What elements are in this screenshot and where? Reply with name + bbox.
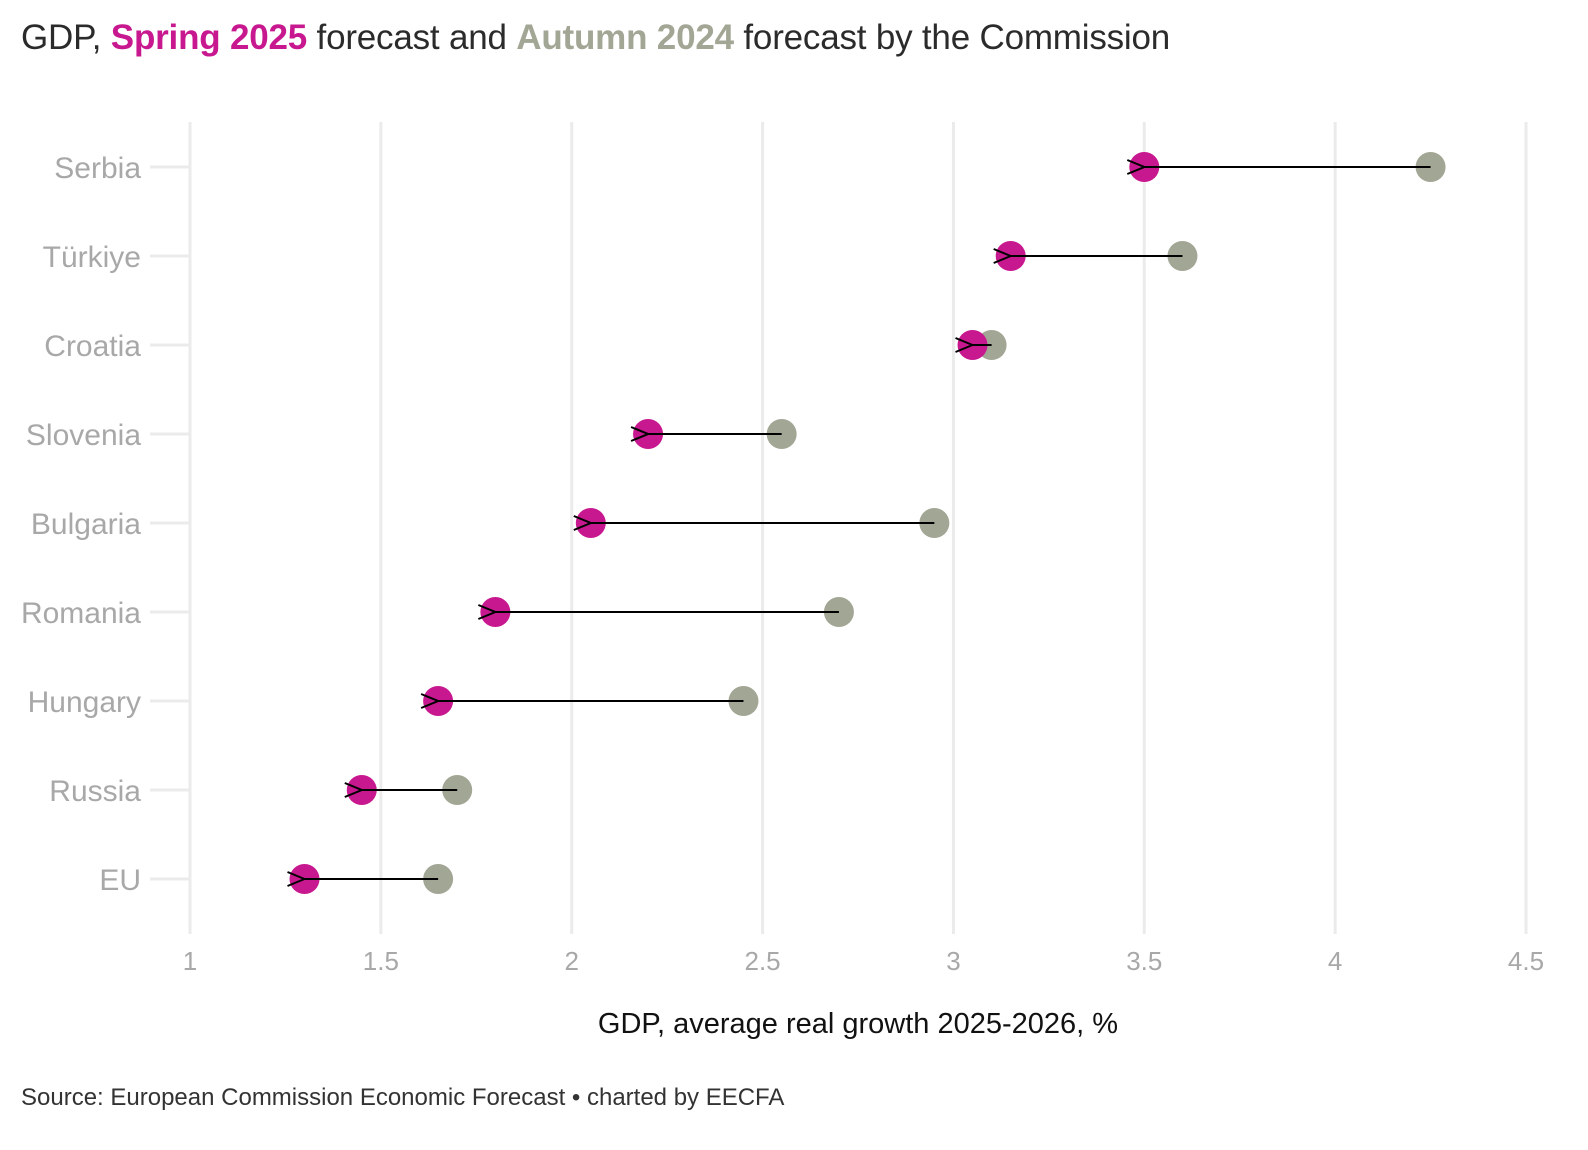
- x-tick-labels: 1 1.5 2 2.5 3 3.5 4 4.5: [183, 946, 1544, 976]
- x-tick-label: 4: [1328, 946, 1342, 976]
- x-tick-label: 2: [564, 946, 578, 976]
- x-tick-label: 3.5: [1126, 946, 1162, 976]
- chart-title: GDP, Spring 2025 forecast and Autumn 202…: [21, 18, 1170, 58]
- category-label: Türkiye: [43, 241, 141, 274]
- source-note: Source: European Commission Economic For…: [21, 1084, 785, 1111]
- category-label: Hungary: [28, 686, 141, 719]
- title-middle: forecast and: [307, 18, 517, 57]
- category-label: Croatia: [44, 330, 141, 363]
- category-labels: Serbia Türkiye Croatia Slovenia Bulgaria Roma…: [21, 152, 141, 897]
- x-tick-label: 2.5: [744, 946, 780, 976]
- x-tick-label: 4.5: [1508, 946, 1544, 976]
- category-label: Bulgaria: [31, 508, 141, 541]
- title-prefix: GDP,: [21, 18, 111, 57]
- title-series-spring: Spring 2025: [110, 18, 308, 57]
- data-marks: [290, 152, 1446, 894]
- category-label: EU: [99, 864, 141, 897]
- title-suffix: forecast by the Commission: [733, 18, 1171, 57]
- category-label: Russia: [49, 775, 141, 808]
- x-axis-title: GDP, average real growth 2025-2026, %: [598, 1008, 1118, 1040]
- x-tick-label: 1.5: [363, 946, 399, 976]
- category-label: Romania: [21, 597, 141, 630]
- title-series-autumn: Autumn 2024: [516, 18, 734, 57]
- x-tick-label: 1: [183, 946, 197, 976]
- grid-lines: [150, 122, 1528, 934]
- category-label: Slovenia: [26, 419, 141, 452]
- x-tick-label: 3: [946, 946, 960, 976]
- category-label: Serbia: [54, 152, 141, 185]
